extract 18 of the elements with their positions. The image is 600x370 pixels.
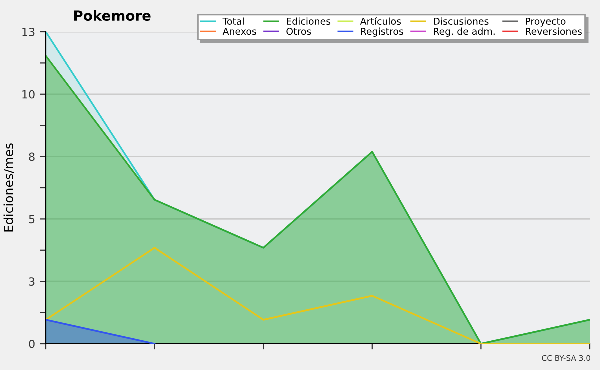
y-tick-label: 10: [22, 90, 35, 99]
legend-label: Reversiones: [526, 28, 582, 36]
y-tick-label: 13: [22, 28, 35, 36]
legend-label: Artículos: [360, 17, 402, 26]
legend-label: Discusiones: [434, 18, 489, 26]
legend-label: Reg. de adm.: [434, 28, 495, 37]
y-tick-label: 5: [29, 215, 35, 224]
y-tick-label: 3: [29, 278, 35, 286]
legend-label: Otros: [286, 28, 312, 36]
legend-label: Anexos: [222, 28, 256, 36]
legend-label: Registros: [361, 28, 404, 37]
y-tick-label: 8: [29, 152, 35, 162]
chart-title: Pokemore: [74, 10, 151, 22]
y-tick-label: 0: [29, 340, 35, 348]
legend-label: Total: [222, 18, 244, 26]
legend-label: Ediciones: [287, 18, 331, 26]
legend-label: Proyecto: [526, 18, 566, 27]
y-axis-title: Ediciones/mes: [4, 144, 14, 232]
